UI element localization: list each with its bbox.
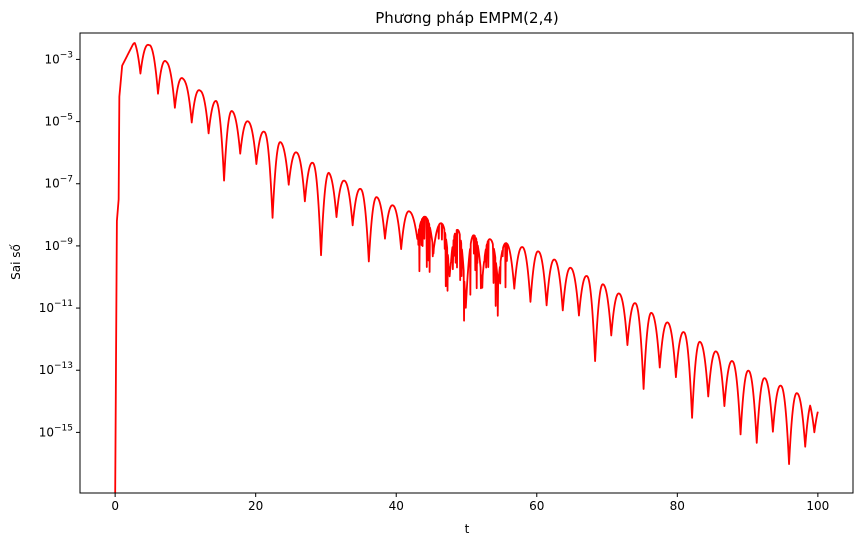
- x-ticks: 0 20 40 60 80 100: [111, 493, 829, 513]
- chart-title: Phương pháp EMPM(2,4): [375, 9, 559, 27]
- y-tick-label: 10−5: [44, 113, 73, 129]
- y-tick-label: 10−15: [39, 423, 73, 439]
- y-tick-label: 10−11: [39, 299, 73, 315]
- y-tick-label: 10−7: [44, 175, 73, 191]
- y-axis-label: Sai số: [9, 243, 23, 279]
- x-tick-label: 0: [111, 499, 119, 513]
- error-series-line: [114, 42, 819, 493]
- plot-frame: [79, 32, 854, 494]
- x-tick-label: 40: [389, 499, 404, 513]
- y-ticks: 10−3 10−5 10−7 10−9 10−11 10−13 10−15: [39, 50, 80, 439]
- y-tick-label: 10−13: [39, 361, 73, 377]
- y-tick-label: 10−3: [44, 50, 73, 66]
- x-tick-label: 60: [529, 499, 544, 513]
- x-tick-label: 100: [806, 499, 829, 513]
- x-tick-label: 80: [670, 499, 685, 513]
- x-tick-label: 20: [248, 499, 263, 513]
- x-axis-label: t: [465, 522, 470, 536]
- y-tick-label: 10−9: [44, 237, 73, 253]
